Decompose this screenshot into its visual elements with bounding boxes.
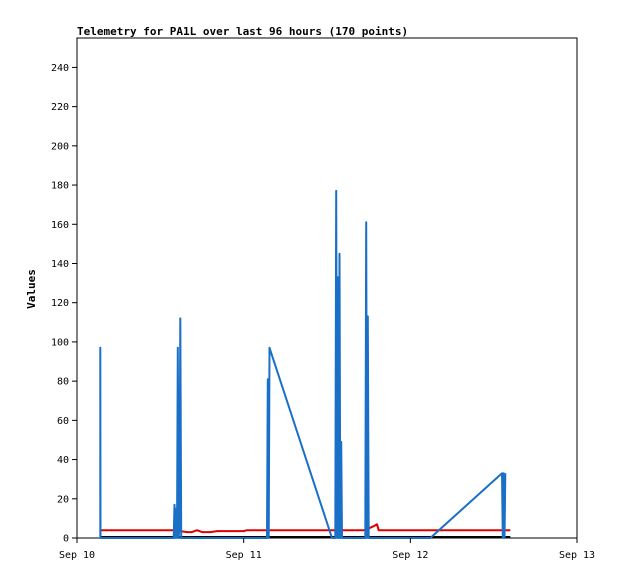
y-tick-label: 20 (57, 494, 69, 505)
x-axis: Sep 10 Sep 11 Sep 12 Sep 13 (59, 538, 595, 561)
y-tick-label: 100 (51, 337, 69, 348)
series-layer (99, 189, 511, 539)
plot-frame (76, 37, 578, 539)
y-tick-label: 240 (51, 63, 69, 74)
y-tick-label: 0 (63, 534, 69, 545)
y-tick-label: 140 (51, 259, 69, 270)
x-tick-label: Sep 11 (226, 550, 262, 561)
y-tick-label: 120 (51, 298, 69, 309)
y-tick-label: 160 (51, 220, 69, 231)
y-tick-label: 180 (51, 181, 69, 192)
series-line-2 (100, 523, 511, 534)
x-tick-label: Sep 10 (59, 550, 95, 561)
y-axis-label: Values (25, 269, 38, 309)
y-tick-label: 220 (51, 102, 69, 113)
series-line-3 (99, 189, 507, 539)
y-tick-label: 40 (57, 455, 69, 466)
x-tick-label: Sep 12 (392, 550, 428, 561)
y-tick-label: 80 (57, 377, 69, 388)
y-axis: 0 20 40 60 80 100 120 140 160 180 200 220 240 (51, 63, 77, 545)
chart-title: Telemetry for PA1L over last 96 hours (1… (77, 25, 408, 38)
x-tick-label: Sep 13 (559, 550, 595, 561)
y-tick-label: 60 (57, 416, 69, 427)
y-tick-label: 200 (51, 141, 69, 152)
